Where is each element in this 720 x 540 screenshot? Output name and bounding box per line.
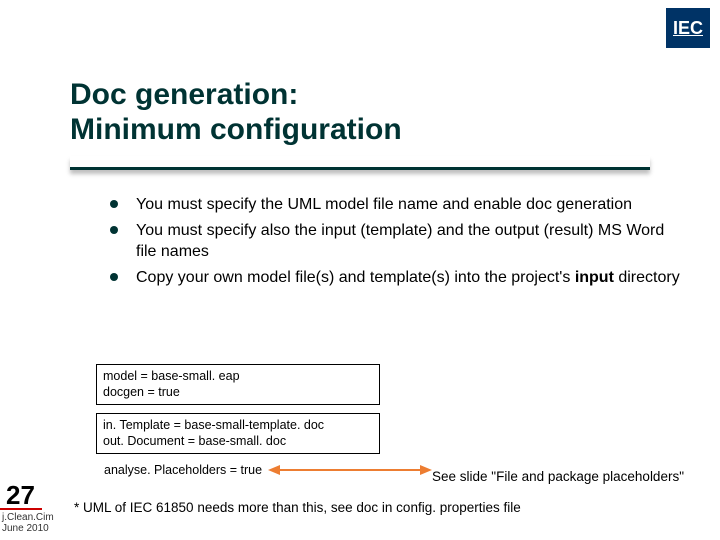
title-line2: Minimum configuration	[70, 113, 402, 148]
slide-title: Doc generation: Minimum configuration	[70, 78, 402, 147]
bullet-text: You must specify the UML model file name…	[136, 196, 632, 213]
footer-label: j.Clean.Cim June 2010	[2, 512, 54, 534]
footnote-text: * UML of IEC 61850 needs more than this,…	[74, 500, 521, 515]
slide-number: 27	[6, 480, 35, 511]
list-item: You must specify also the input (templat…	[110, 220, 680, 263]
code-line: in. Template = base-small-template. doc	[103, 417, 373, 433]
code-line: out. Document = base-small. doc	[103, 433, 373, 449]
footer-project: j.Clean.Cim	[2, 512, 54, 523]
config-box-1: model = base-small. eap docgen = true	[96, 364, 380, 405]
title-underline	[70, 156, 650, 170]
bullet-suffix: directory	[614, 269, 680, 286]
footer-date: June 2010	[2, 523, 54, 534]
list-item: Copy your own model file(s) and template…	[110, 267, 680, 289]
list-item: You must specify the UML model file name…	[110, 194, 680, 216]
bullet-text: Copy your own model file(s) and template…	[136, 269, 575, 286]
config-line-3: analyse. Placeholders = true	[104, 463, 262, 477]
iec-logo: IEC	[666, 8, 710, 48]
bullet-bold: input	[575, 269, 614, 286]
logo-text: IEC	[673, 18, 703, 39]
config-box-2: in. Template = base-small-template. doc …	[96, 413, 380, 454]
bullet-list: You must specify the UML model file name…	[110, 194, 680, 292]
bullet-text: You must specify also the input (templat…	[136, 222, 664, 261]
red-divider	[0, 508, 42, 510]
code-line: docgen = true	[103, 384, 373, 400]
title-line1: Doc generation:	[70, 78, 402, 113]
code-line: model = base-small. eap	[103, 368, 373, 384]
arrow-icon	[266, 458, 436, 482]
see-slide-text: See slide "File and package placeholders…	[432, 469, 684, 484]
